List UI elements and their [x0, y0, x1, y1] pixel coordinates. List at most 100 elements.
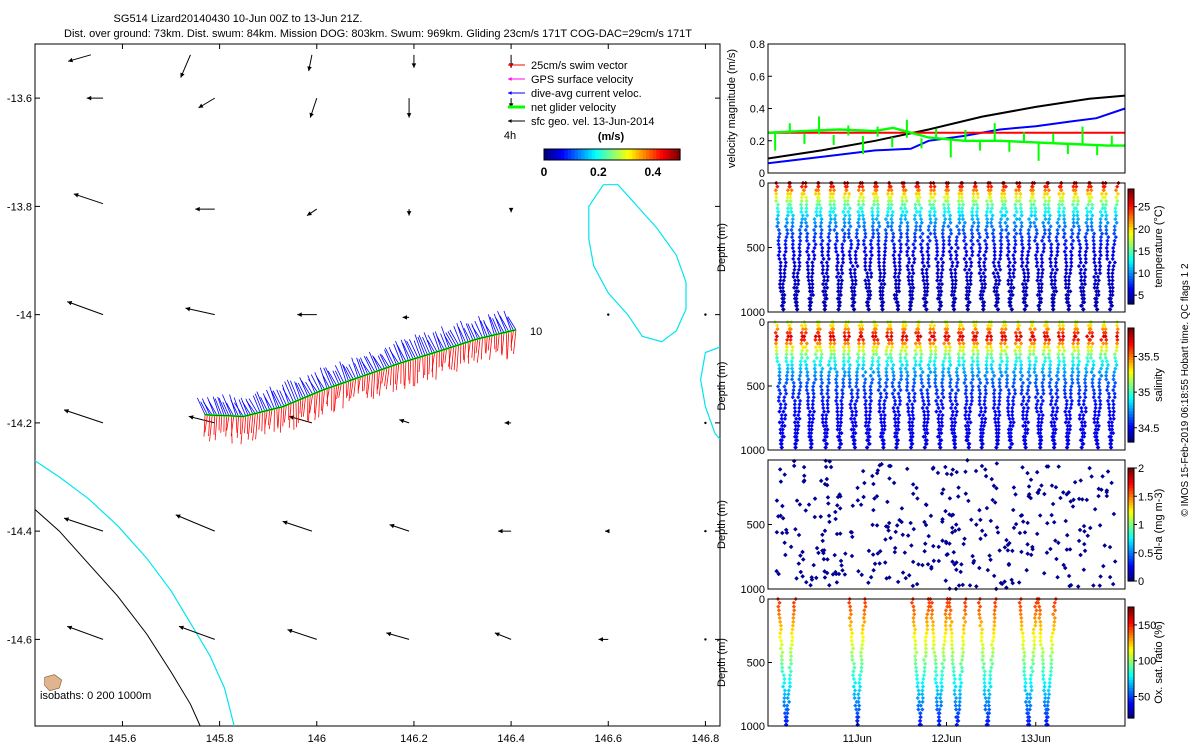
profile-mark: [812, 256, 817, 261]
profile-mark: [1090, 380, 1095, 386]
chla-colorbar-cell: [1128, 507, 1134, 511]
current-vector: [248, 398, 258, 414]
profile-mark: [881, 402, 887, 407]
chla-mark: [1066, 573, 1072, 579]
oxygen-mark: [1020, 631, 1025, 636]
profile-mark: [1005, 373, 1010, 378]
profile-mark: [798, 231, 803, 236]
profile-mark: [836, 271, 841, 276]
profile-mark: [856, 202, 861, 207]
chla-mark: [1025, 520, 1030, 526]
oxygen-mark: [917, 718, 923, 724]
profile-mark: [992, 373, 997, 378]
profile-mark: [928, 370, 933, 375]
profile-mark: [876, 249, 881, 254]
chla-mark: [979, 463, 985, 469]
profile-mark: [947, 242, 952, 247]
profile-mark: [923, 434, 928, 439]
profile-mark: [885, 344, 890, 350]
profile-mark: [1027, 235, 1032, 240]
profile-mark: [809, 441, 814, 446]
temp-panel-colorbar-label: temperature (°C): [1153, 205, 1165, 287]
profile-mark: [990, 231, 995, 236]
profile-mark: [1073, 334, 1078, 339]
profile-mark: [1047, 216, 1052, 222]
profile-mark: [981, 307, 986, 312]
profile-mark: [900, 334, 905, 339]
chla-mark: [943, 578, 949, 583]
profile-mark: [946, 341, 951, 346]
profile-mark: [954, 224, 960, 229]
current-vector: [218, 397, 227, 416]
profile-mark: [809, 300, 814, 305]
profile-mark: [1013, 206, 1019, 211]
oxygen-mark: [857, 680, 862, 685]
chla-mark: [1005, 548, 1011, 553]
profile-mark: [776, 242, 781, 247]
oxygen-mark: [1027, 718, 1032, 724]
profile-mark: [867, 267, 873, 272]
profile-mark: [1009, 282, 1014, 287]
temp-panel-colorbar-cell: [1128, 243, 1134, 248]
profile-mark: [944, 330, 950, 335]
profile-mark: [861, 344, 866, 350]
profile-mark: [968, 282, 973, 287]
figure-title-line2: Dist. over ground: 73km. Dist. swum: 84k…: [64, 28, 692, 40]
profile-mark: [916, 337, 921, 343]
profile-mark: [841, 352, 846, 357]
profile-mark: [820, 398, 825, 403]
profile-mark: [1026, 216, 1032, 222]
profile-mark: [1089, 188, 1094, 193]
swim-vector: [505, 332, 508, 360]
profile-mark: [1010, 405, 1015, 411]
profile-mark: [966, 445, 972, 450]
oxygen-mark: [911, 608, 917, 613]
profile-mark: [1107, 395, 1112, 400]
profile-mark: [810, 292, 816, 298]
profile-mark: [929, 188, 934, 193]
oxygen-mark: [962, 608, 967, 613]
oxygen-mark: [990, 654, 995, 659]
profile-mark: [940, 387, 946, 393]
swim-vector: [208, 414, 211, 437]
profile-mark: [1031, 348, 1036, 353]
profile-mark: [853, 256, 858, 261]
oxygen-mark: [918, 703, 923, 708]
chla-mark: [833, 516, 838, 522]
profile-mark: [1028, 198, 1033, 204]
profile-mark: [1005, 398, 1011, 403]
profile-mark: [1012, 245, 1017, 251]
profile-mark: [809, 445, 814, 450]
profile-mark: [843, 327, 848, 332]
profile-mark: [952, 307, 957, 312]
profile-mark: [1012, 377, 1017, 382]
profile-mark: [1095, 307, 1100, 312]
current-vector: [402, 342, 412, 361]
profile-mark: [1066, 438, 1071, 443]
profile-mark: [952, 430, 957, 436]
geo-vector: [67, 625, 104, 640]
profile-mark: [904, 334, 909, 339]
geo-vector-head: [175, 514, 181, 519]
profile-mark: [964, 387, 969, 393]
profile-mark: [1018, 195, 1023, 200]
oxygen-mark: [1018, 612, 1023, 617]
chla-mark: [1053, 538, 1058, 543]
profile-mark: [994, 285, 1000, 290]
profile-mark: [1095, 282, 1100, 287]
profile-mark: [866, 285, 872, 290]
profile-mark: [805, 267, 810, 272]
oxygen-mark: [941, 646, 946, 651]
profile-mark: [1093, 271, 1099, 276]
profile-mark: [937, 423, 942, 429]
profile-mark: [804, 202, 809, 207]
current-vector: [196, 397, 206, 415]
sal-panel-colorbar-cell: [1128, 396, 1134, 400]
chla-mark: [820, 532, 825, 537]
geo-vector-head: [287, 628, 293, 634]
oxygen-mark: [943, 608, 949, 613]
chla-mark: [796, 561, 802, 566]
profile-mark: [1007, 271, 1012, 276]
profile-mark: [953, 278, 959, 283]
chla-mark: [940, 538, 945, 543]
